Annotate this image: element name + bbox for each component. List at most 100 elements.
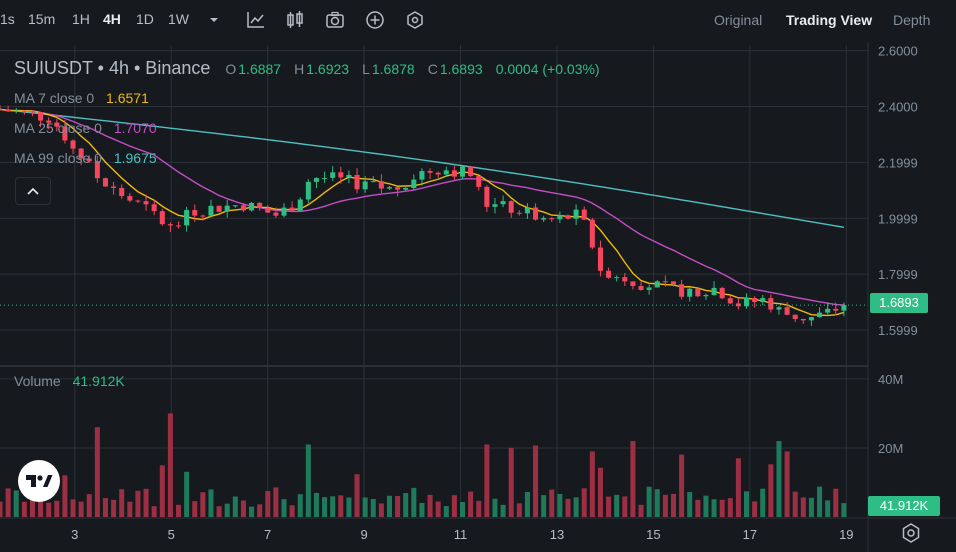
tab-depth[interactable]: Depth bbox=[893, 12, 931, 28]
volume-bar bbox=[565, 498, 571, 517]
candle-body bbox=[54, 122, 60, 127]
price-tick-label: 1.7999 bbox=[878, 267, 918, 282]
interval-1h[interactable]: 1H bbox=[72, 11, 90, 27]
volume-bar bbox=[468, 491, 474, 517]
candle-body bbox=[638, 286, 644, 290]
high-label: H bbox=[294, 61, 305, 77]
candle-body bbox=[281, 207, 287, 216]
candle-body bbox=[94, 161, 100, 179]
candle-body bbox=[727, 298, 733, 304]
price-tick-label: 1.9999 bbox=[878, 211, 918, 226]
price-tick-label: 2.6000 bbox=[878, 44, 918, 59]
volume-bar bbox=[735, 458, 741, 517]
volume-bar bbox=[719, 499, 725, 517]
candle-body bbox=[175, 225, 182, 227]
volume-bar bbox=[516, 503, 522, 517]
tradingview-logo[interactable] bbox=[18, 460, 60, 502]
ma25-value: 1.7070 bbox=[113, 120, 157, 136]
candle-body bbox=[70, 140, 76, 149]
candle-body bbox=[817, 312, 823, 318]
volume-bar bbox=[232, 496, 238, 517]
candle-type-icon[interactable] bbox=[285, 10, 305, 30]
volume-bar bbox=[784, 451, 790, 517]
candle-body bbox=[184, 210, 190, 226]
candle-body bbox=[313, 178, 319, 182]
tab-original[interactable]: Original bbox=[714, 12, 763, 28]
collapse-legend-button[interactable] bbox=[15, 177, 51, 205]
ma99-label: MA 99 close 0 bbox=[14, 150, 102, 166]
candle-body bbox=[735, 303, 741, 307]
volume-legend: Volume 41.912K bbox=[14, 373, 127, 389]
indicator-icon[interactable] bbox=[246, 10, 266, 30]
volume-bar bbox=[760, 488, 766, 517]
candle-body bbox=[500, 201, 506, 205]
candle-body bbox=[273, 212, 279, 216]
volume-bar bbox=[62, 475, 68, 517]
volume-bar bbox=[313, 492, 319, 517]
volume-bar bbox=[492, 498, 498, 517]
candle-body bbox=[111, 186, 117, 188]
ma25-label: MA 25 close 0 bbox=[14, 120, 102, 136]
candle-body bbox=[354, 174, 360, 190]
candle-body bbox=[378, 181, 384, 189]
candle-body bbox=[257, 202, 263, 208]
volume-bar bbox=[46, 502, 52, 517]
candle-body bbox=[549, 218, 555, 220]
time-tick-label: 13 bbox=[550, 527, 564, 542]
volume-bar bbox=[208, 489, 214, 517]
candle-body bbox=[792, 314, 798, 319]
volume-bar bbox=[330, 496, 336, 517]
candle-body bbox=[78, 148, 84, 159]
volume-bar bbox=[484, 444, 490, 517]
candle-body bbox=[565, 215, 571, 219]
volume-bar bbox=[703, 495, 709, 517]
volume-label: Volume bbox=[14, 373, 61, 389]
candle-body bbox=[679, 284, 685, 297]
volume-bar bbox=[281, 499, 287, 517]
candle-body bbox=[476, 176, 482, 187]
interval-1s[interactable]: 1s bbox=[0, 11, 15, 27]
volume-bar bbox=[111, 499, 117, 517]
candle-body bbox=[630, 281, 636, 287]
candle-body bbox=[297, 199, 303, 211]
chart-settings-icon[interactable] bbox=[900, 522, 922, 544]
candle-body bbox=[435, 172, 441, 175]
candle-body bbox=[443, 170, 449, 175]
camera-icon[interactable] bbox=[325, 10, 345, 30]
interval-1d[interactable]: 1D bbox=[136, 11, 154, 27]
volume-bar bbox=[265, 490, 271, 517]
volume-value: 41.912K bbox=[72, 373, 125, 389]
candle-body bbox=[695, 288, 701, 297]
candle-body bbox=[581, 209, 587, 220]
candle-body bbox=[224, 205, 230, 212]
volume-bar bbox=[54, 500, 60, 517]
interval-15m[interactable]: 15m bbox=[28, 11, 56, 27]
volume-bar bbox=[167, 413, 173, 517]
candle-body bbox=[46, 120, 52, 123]
ma7-value: 1.6571 bbox=[106, 90, 149, 106]
volume-bar bbox=[752, 501, 758, 517]
toolbar: 1s 15m 1H 4H 1D 1W Original Trading View… bbox=[0, 0, 956, 42]
volume-bar bbox=[143, 488, 149, 517]
candle-body bbox=[825, 308, 831, 313]
add-icon[interactable] bbox=[365, 10, 385, 30]
volume-bar bbox=[240, 500, 246, 517]
interval-1w[interactable]: 1W bbox=[168, 11, 189, 27]
candle-body bbox=[800, 318, 806, 321]
interval-4h[interactable]: 4H bbox=[103, 11, 121, 27]
volume-bar bbox=[297, 494, 303, 517]
volume-bar bbox=[362, 497, 368, 517]
volume-bar bbox=[711, 499, 717, 517]
volume-bar bbox=[500, 504, 506, 517]
candle-body bbox=[249, 202, 255, 211]
chevron-down-icon[interactable] bbox=[208, 14, 220, 26]
volume-bar bbox=[86, 494, 92, 517]
tab-trading-view[interactable]: Trading View bbox=[786, 12, 873, 28]
price-tick-label: 2.4000 bbox=[878, 99, 918, 114]
settings-hex-icon[interactable] bbox=[405, 10, 425, 30]
candle-body bbox=[687, 288, 693, 297]
volume-bar bbox=[216, 506, 222, 517]
ma7-label: MA 7 close 0 bbox=[14, 90, 95, 106]
ma25-legend: MA 25 close 0 1.7070 bbox=[14, 120, 159, 136]
